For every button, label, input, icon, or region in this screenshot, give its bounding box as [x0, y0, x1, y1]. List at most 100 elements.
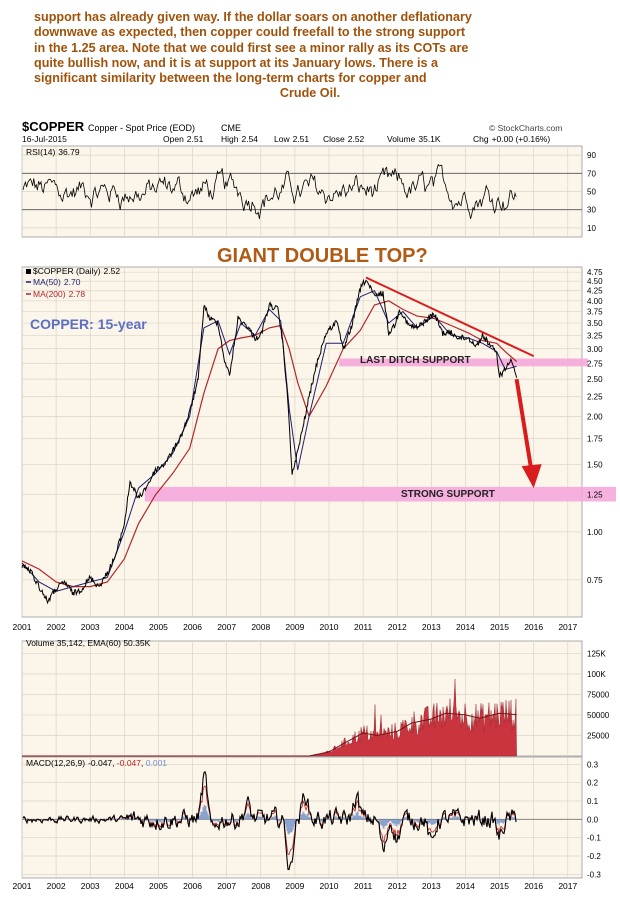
x-tick-label: 2015	[490, 881, 509, 891]
macd-tick-label: 0.0	[587, 815, 599, 824]
price-tick-label: 3.75	[587, 308, 603, 317]
x-tick-label: 2005	[149, 622, 168, 632]
low-value: 2.51	[293, 134, 310, 144]
volume-legend: Volume 35,142, EMA(60) 50.35K	[26, 638, 151, 648]
x-tick-label: 2013	[422, 881, 441, 891]
x-tick-label: 2012	[388, 622, 407, 632]
x-tick-label: 2005	[149, 881, 168, 891]
down-arrow-head	[521, 464, 542, 489]
x-tick-label: 2002	[47, 881, 66, 891]
resistance-trendline	[365, 276, 535, 358]
price-tick-label: 1.75	[587, 435, 603, 444]
macd-tick-label: -0.2	[587, 852, 601, 861]
macd-tick-label: 0.2	[587, 779, 599, 788]
chart-credit[interactable]: © StockCharts.com	[489, 123, 562, 133]
volume-value: 35.1K	[418, 134, 441, 144]
legend-copper: $COPPER (Daily) 2.52	[33, 266, 120, 276]
x-tick-label: 2003	[81, 622, 100, 632]
price-tick-label: 1.50	[587, 460, 603, 469]
x-tick-label: 2011	[354, 881, 373, 891]
ma50-line	[21, 290, 517, 592]
rsi-tick-label: 90	[587, 151, 596, 160]
strong-support-band	[144, 486, 616, 502]
rsi-tick-label: 50	[587, 188, 596, 197]
price-annotations	[365, 276, 542, 489]
low-label: Low	[274, 134, 290, 144]
volume-tick-label: 125K	[587, 649, 606, 658]
macd-label: MACD(12,26,9)	[26, 758, 85, 768]
x-tick-label: 2007	[217, 881, 236, 891]
macd-hist-value: 0.001	[146, 758, 168, 768]
chg-label: Chg	[473, 134, 489, 144]
x-tick-label: 2010	[320, 622, 339, 632]
macd-value: -0.047	[88, 758, 112, 768]
x-tick-label: 2009	[285, 881, 304, 891]
rsi-value: 36.79	[58, 147, 80, 157]
rsi-label-text: RSI(14)	[26, 147, 55, 157]
price-tick-label: 2.75	[587, 359, 603, 368]
x-tick-label: 2004	[115, 881, 134, 891]
x-tick-label: 2016	[524, 622, 543, 632]
legend-swatch-copper	[26, 269, 31, 274]
high-label: High	[221, 134, 239, 144]
strong-support-label: STRONG SUPPORT	[401, 489, 495, 500]
x-tick-label: 2009	[285, 622, 304, 632]
volume-label: Volume	[387, 134, 416, 144]
price-tick-label: 3.25	[587, 331, 603, 340]
x-tick-label: 2007	[217, 622, 236, 632]
x-tick-label: 2004	[115, 622, 134, 632]
high-value: 2.54	[241, 134, 258, 144]
rsi-panel	[22, 163, 582, 219]
x-tick-label: 2006	[183, 622, 202, 632]
x-tick-label: 2001	[13, 622, 32, 632]
chart-exchange: CME	[221, 123, 241, 133]
macd-signal-value: -0.047	[117, 758, 141, 768]
macd-panel	[22, 770, 582, 871]
price-tick-label: 2.00	[587, 412, 603, 421]
open-value: 2.51	[187, 134, 204, 144]
x-tick-label: 2015	[490, 622, 509, 632]
price-tick-label: 2.25	[587, 393, 603, 402]
volume-tick-label: 75000	[587, 690, 610, 699]
article-line: support has already given way. If the do…	[34, 10, 472, 24]
macd-tick-label: -0.1	[587, 834, 601, 843]
x-tick-label: 2014	[456, 622, 475, 632]
legend-ma50: MA(50) 2.70	[33, 277, 81, 287]
price-tick-label: 4.00	[587, 297, 603, 306]
rsi-tick-label: 10	[587, 224, 596, 233]
price-tick-label: 1.25	[587, 491, 603, 500]
volume-tick-label: 100K	[587, 670, 606, 679]
axis-labels: 2001 2001 2002 2002 2003 2003 2004 2004 2005 2005…	[13, 151, 610, 891]
x-tick-label: 2008	[251, 881, 270, 891]
macd-tick-label: 0.1	[587, 797, 599, 806]
copper-price-line	[21, 278, 518, 605]
price-tick-label: 4.75	[587, 268, 603, 277]
x-tick-label: 2016	[524, 881, 543, 891]
price-panel	[21, 278, 518, 605]
macd-legend: MACD(12,26,9) -0.047, -0.047, 0.001	[26, 758, 167, 768]
x-tick-label: 2017	[558, 881, 577, 891]
x-tick-label: 2006	[183, 881, 202, 891]
price-legend: $COPPER (Daily) 2.52 MA(50) 2.70 MA(200) 2.…	[26, 266, 120, 299]
article-line: significant similarity between the long-…	[34, 71, 427, 86]
legend-ma200: MA(200) 2.78	[33, 289, 85, 299]
x-tick-label: 2014	[456, 881, 475, 891]
price-tick-label: 4.50	[587, 277, 603, 286]
volume-ema-line	[22, 712, 517, 757]
price-tick-label: 1.00	[587, 528, 603, 537]
macd-tick-label: -0.3	[587, 870, 601, 879]
rsi-line	[22, 163, 517, 219]
close-value: 2.52	[348, 134, 365, 144]
last-ditch-support-band	[339, 358, 588, 367]
price-tick-label: 4.25	[587, 287, 603, 296]
price-panel-bg	[21, 266, 583, 618]
x-tick-label: 2010	[320, 881, 339, 891]
volume-panel	[22, 678, 517, 757]
rsi-label: RSI(14) 36.79	[26, 147, 80, 157]
close-label: Close	[323, 134, 345, 144]
article-line: quite bullish now, and it is at support …	[34, 55, 439, 70]
copper-15-year-label: COPPER: 15-year	[30, 316, 147, 332]
price-tick-label: 3.50	[587, 319, 603, 328]
article-line: downwave as expected, then copper could …	[34, 25, 466, 40]
